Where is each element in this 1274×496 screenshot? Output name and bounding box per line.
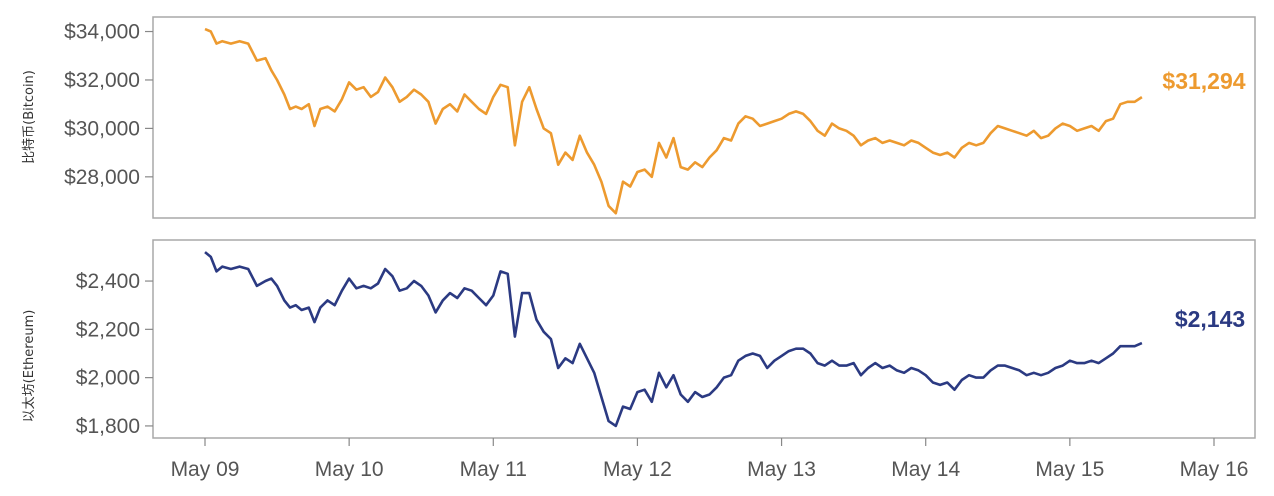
bitcoin-price-line xyxy=(204,27,1143,215)
x-tick-label: May 15 xyxy=(1035,458,1104,481)
bitcoin-panel: 比特币(Bitcoin) $28,000 $30,000 $32,000 $34,00… xyxy=(22,16,1256,219)
ethereum-panel-frame xyxy=(152,239,1256,439)
x-axis-ticks: May 09 May 10 May 11 May 12 May 13 May 14 May … xyxy=(171,438,1249,481)
ethereum-y-ticks: $1,800 $2,000 $2,200 $2,400 xyxy=(76,270,153,438)
bitcoin-y-tick-label: $28,000 xyxy=(64,166,140,189)
x-tick-label: May 14 xyxy=(891,458,960,481)
x-tick-label: May 09 xyxy=(171,458,240,481)
ethereum-price-line xyxy=(204,251,1143,428)
ethereum-y-tick-label: $2,000 xyxy=(76,367,140,390)
ethereum-y-tick-label: $1,800 xyxy=(76,415,140,438)
bitcoin-y-ticks: $28,000 $30,000 $32,000 $34,000 xyxy=(64,21,153,189)
bitcoin-panel-frame xyxy=(152,16,1256,219)
bitcoin-y-tick-label: $32,000 xyxy=(64,69,140,92)
x-tick-label: May 13 xyxy=(747,458,816,481)
ethereum-panel: 以太坊(Ethereum) $1,800 $2,000 $2,200 $2,400 $… xyxy=(22,239,1256,439)
bitcoin-y-tick-label: $34,000 xyxy=(64,21,140,44)
bitcoin-y-tick-label: $30,000 xyxy=(64,117,140,140)
bitcoin-y-axis-label: 比特币(Bitcoin) xyxy=(22,70,37,164)
ethereum-last-price-label: $2,143 xyxy=(1175,306,1245,332)
ethereum-y-tick-label: $2,200 xyxy=(76,318,140,341)
x-tick-label: May 16 xyxy=(1180,458,1249,481)
x-tick-label: May 12 xyxy=(603,458,672,481)
x-tick-label: May 10 xyxy=(315,458,384,481)
x-tick-label: May 11 xyxy=(460,458,527,481)
ethereum-y-axis-label: 以太坊(Ethereum) xyxy=(22,310,37,423)
ethereum-y-tick-label: $2,400 xyxy=(76,270,140,293)
bitcoin-last-price-label: $31,294 xyxy=(1162,68,1245,94)
